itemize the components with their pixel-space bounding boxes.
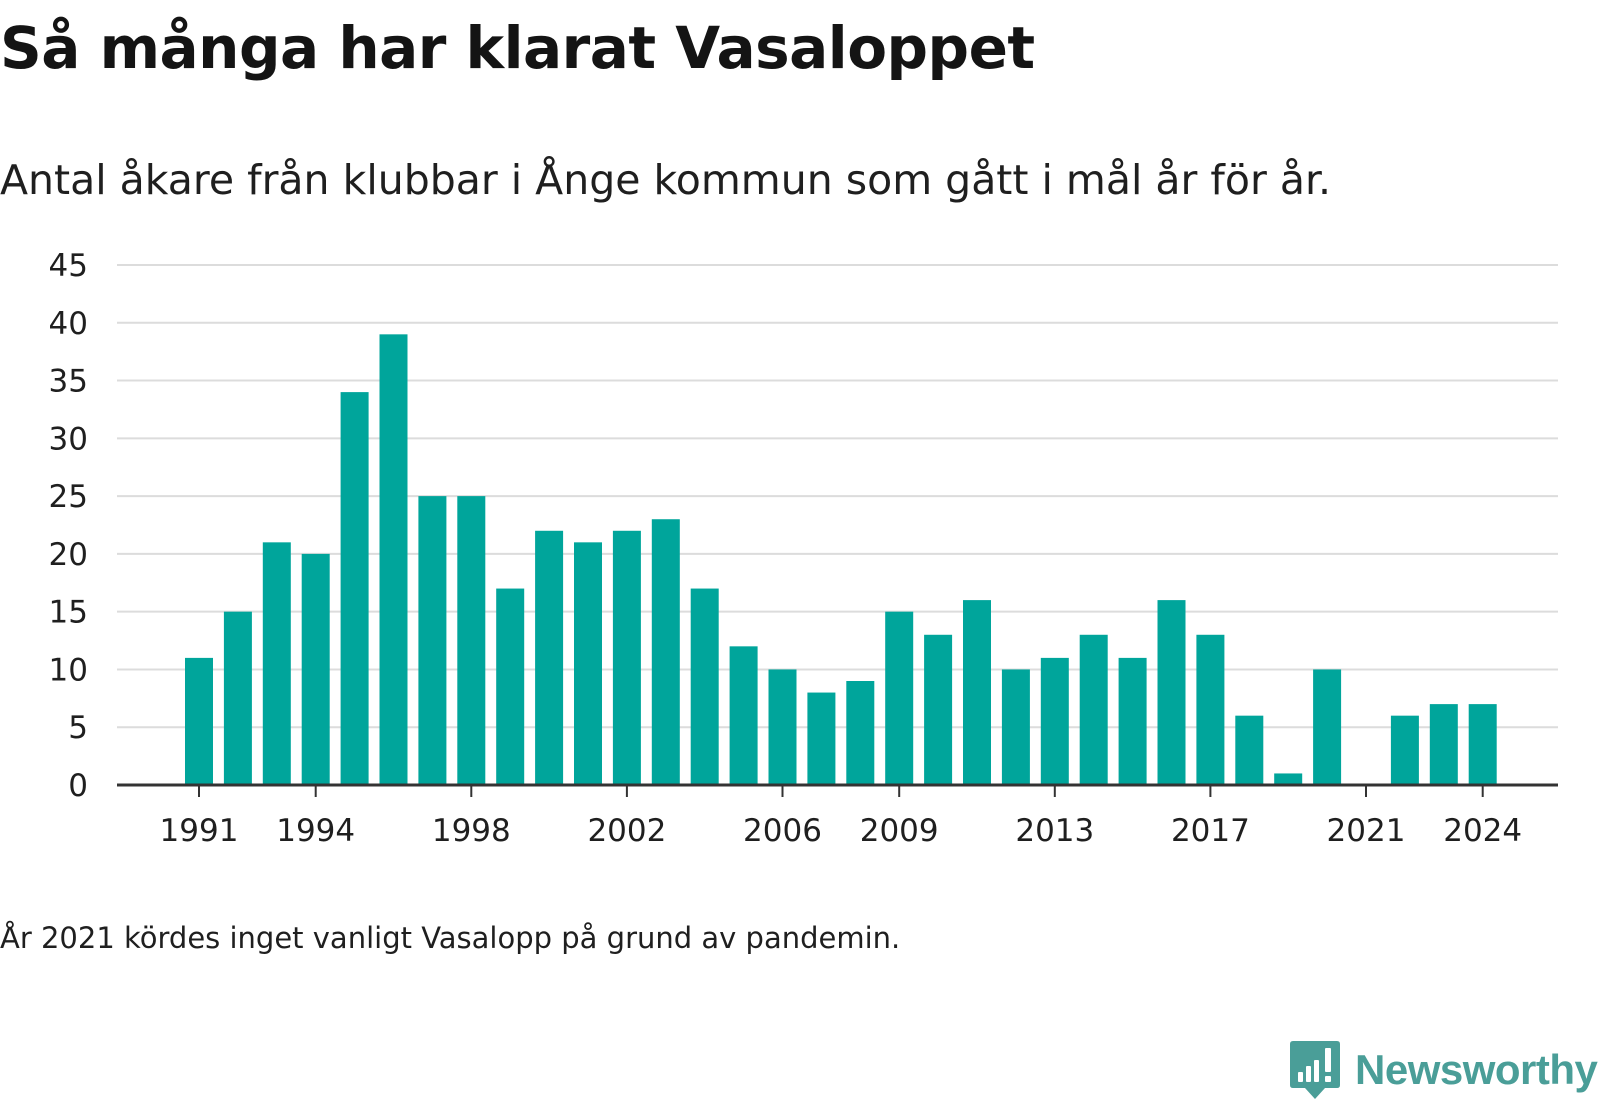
bar: 2005: 12: [729, 646, 758, 785]
gridlines: [117, 264, 1558, 729]
bar: 2014: 13: [1079, 634, 1108, 785]
bar: 2016: 16: [1157, 600, 1186, 785]
y-tick-label: 35: [49, 364, 88, 400]
bar: 1992: 15: [223, 611, 252, 785]
bar: 1993: 21: [262, 542, 291, 785]
y-tick-label: 15: [49, 595, 88, 631]
bar: 2022: 6: [1390, 715, 1419, 785]
bars: 1991: 11 1992: 15 1993: 21 1994: 20 1995: 34…: [185, 334, 1497, 785]
bar: 2003: 23: [651, 519, 680, 785]
bar: 1996: 39: [379, 334, 408, 785]
x-tick-label: 2013: [1015, 813, 1094, 849]
x-tick-label: 1994: [276, 813, 355, 849]
bar: 2009: 15: [885, 611, 914, 785]
bar: 2007: 8: [807, 692, 836, 785]
x-tick-label: 2017: [1171, 813, 1250, 849]
y-tick-label: 0: [68, 768, 88, 804]
bar: 2008: 9: [846, 681, 875, 785]
axes: 0 5 10 15 20 25 30 35 40 45 1991 1994 1998 2002 2006 20…: [49, 248, 1558, 849]
bar: 2018: 6: [1235, 715, 1264, 785]
bar: 2024: 7: [1468, 704, 1497, 785]
bar: 2015: 11: [1118, 657, 1147, 785]
x-tick-label: 1998: [432, 813, 511, 849]
bar: 2006: 10: [768, 669, 797, 785]
bar: 2023: 7: [1429, 704, 1458, 785]
y-tick-label: 10: [49, 652, 88, 688]
x-tick-label: 2024: [1443, 813, 1522, 849]
brand-logo[interactable]: Newsworthy: [1289, 1039, 1598, 1101]
bar: 2002: 22: [612, 530, 641, 785]
bar: 2012: 10: [1001, 669, 1030, 785]
bar: 2000: 22: [535, 530, 564, 785]
bar: 1994: 20: [301, 553, 330, 785]
newsworthy-logo-icon: [1290, 1041, 1340, 1099]
bar: 1999: 17: [496, 588, 525, 785]
chart-subtitle: Antal åkare från klubbar i Ånge kommun s…: [0, 156, 1332, 204]
x-tick-label: 2006: [743, 813, 822, 849]
bar-chart: 1991: 11 1992: 15 1993: 21 1994: 20 1995: 34…: [49, 248, 1558, 849]
bar: 1991: 11: [185, 657, 213, 785]
y-tick-label: 30: [49, 421, 88, 457]
bar: 2017: 13: [1196, 634, 1225, 785]
y-tick-label: 45: [49, 248, 88, 284]
y-tick-label: 5: [68, 710, 88, 746]
x-tick-label: 2021: [1327, 813, 1406, 849]
bar: 1995: 34: [340, 392, 369, 785]
x-tick-label: 2002: [587, 813, 666, 849]
y-tick-label: 40: [49, 306, 88, 342]
bar: 2020: 10: [1313, 669, 1342, 785]
y-tick-label: 20: [49, 537, 88, 573]
x-tick-label: 1991: [160, 813, 239, 849]
bar: 2001: 21: [574, 542, 602, 785]
bar: 2011: 16: [963, 600, 991, 785]
brand-name: Newsworthy: [1355, 1046, 1598, 1093]
y-tick-label: 25: [49, 479, 88, 515]
x-tick-label: 2009: [860, 813, 939, 849]
bar: 2019: 1: [1274, 773, 1303, 785]
footnote: År 2021 kördes inget vanligt Vasalopp på…: [0, 921, 901, 955]
bar: 2010: 13: [924, 634, 953, 785]
bar: 2004: 17: [690, 588, 719, 785]
bar: 2013: 11: [1040, 657, 1069, 785]
bar: 1998: 25: [457, 496, 486, 785]
chart-title: Så många har klarat Vasaloppet: [0, 14, 1035, 82]
bar: 1997: 25: [418, 496, 447, 785]
